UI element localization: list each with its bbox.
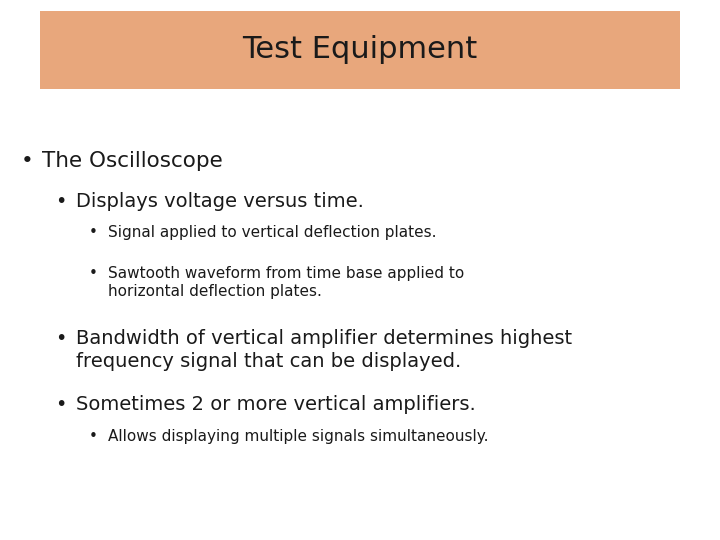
- Text: •: •: [55, 395, 67, 414]
- Text: Allows displaying multiple signals simultaneously.: Allows displaying multiple signals simul…: [108, 429, 488, 444]
- Text: Test Equipment: Test Equipment: [243, 36, 477, 64]
- Text: •: •: [89, 225, 98, 240]
- Text: Bandwidth of vertical amplifier determines highest
frequency signal that can be : Bandwidth of vertical amplifier determin…: [76, 329, 572, 371]
- Text: •: •: [89, 429, 98, 444]
- Text: Displays voltage versus time.: Displays voltage versus time.: [76, 192, 364, 211]
- Text: Signal applied to vertical deflection plates.: Signal applied to vertical deflection pl…: [108, 225, 436, 240]
- Text: Sawtooth waveform from time base applied to
horizontal deflection plates.: Sawtooth waveform from time base applied…: [108, 266, 464, 299]
- Text: Sometimes 2 or more vertical amplifiers.: Sometimes 2 or more vertical amplifiers.: [76, 395, 475, 414]
- Text: •: •: [89, 266, 98, 281]
- Text: The Oscilloscope: The Oscilloscope: [42, 151, 222, 171]
- Text: •: •: [55, 192, 67, 211]
- Text: •: •: [55, 329, 67, 348]
- Text: •: •: [21, 151, 34, 171]
- FancyBboxPatch shape: [40, 11, 680, 89]
